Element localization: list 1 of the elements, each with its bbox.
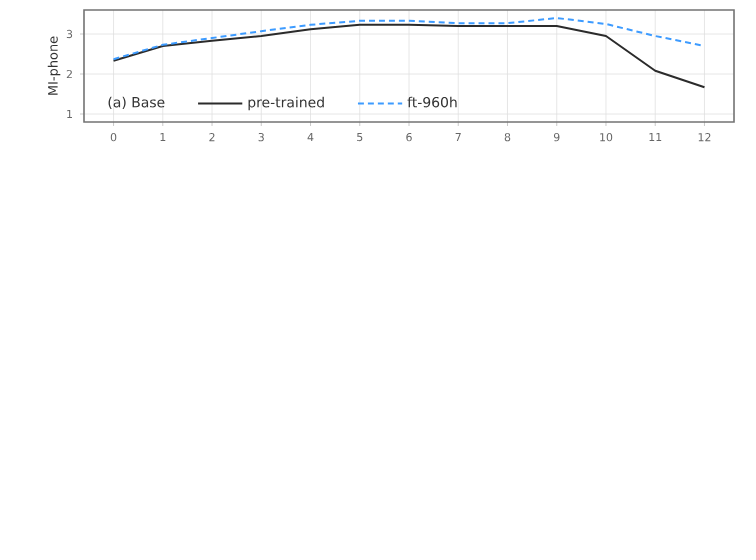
line-series	[112, 17, 706, 61]
